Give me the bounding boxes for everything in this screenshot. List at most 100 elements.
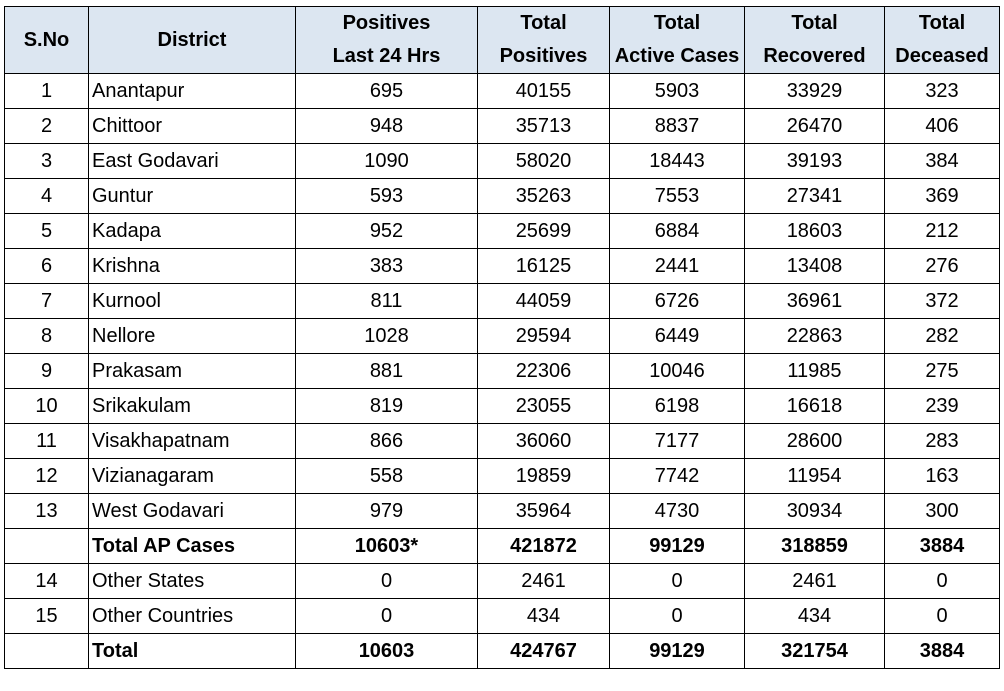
recovered-cell: 434 [744, 598, 885, 634]
active-cases-cell: 2441 [609, 248, 745, 284]
deceased-cell: 0 [884, 598, 1000, 634]
total-positives-cell: 35263 [477, 178, 610, 214]
header-line: Deceased [895, 45, 989, 67]
district-cases-table: S.No District Positives Last 24 Hrs Tota… [4, 6, 1000, 669]
district-cell: Other Countries [88, 598, 296, 634]
recovered-cell: 36961 [744, 283, 885, 319]
header-line: Total [520, 12, 567, 34]
deceased-cell: 372 [884, 283, 1000, 319]
active-cases-cell: 6726 [609, 283, 745, 319]
positives-24h-cell: 1090 [295, 143, 478, 179]
table-row: 2 Chittoor 948 35713 8837 26470 406 [4, 108, 1000, 144]
district-cell: Prakasam [88, 353, 296, 389]
sno-cell: 6 [4, 248, 89, 284]
active-cases-cell: 0 [609, 598, 745, 634]
total-positives-cell: 58020 [477, 143, 610, 179]
table-row: 8 Nellore 1028 29594 6449 22863 282 [4, 318, 1000, 354]
total-positives-cell: 25699 [477, 213, 610, 249]
sno-cell: 2 [4, 108, 89, 144]
active-cases-cell: 6884 [609, 213, 745, 249]
header-row: S.No District Positives Last 24 Hrs Tota… [4, 6, 1000, 74]
total-positives-cell: 23055 [477, 388, 610, 424]
recovered-cell: 16618 [744, 388, 885, 424]
total-positives-cell: 44059 [477, 283, 610, 319]
total-positives-cell: 2461 [477, 563, 610, 599]
active-cases-cell: 99129 [609, 528, 745, 564]
positives-24h-cell: 10603* [295, 528, 478, 564]
recovered-cell: 318859 [744, 528, 885, 564]
total-positives-cell: 29594 [477, 318, 610, 354]
table-row: 7 Kurnool 811 44059 6726 36961 372 [4, 283, 1000, 319]
active-cases-cell: 18443 [609, 143, 745, 179]
active-cases-cell: 99129 [609, 633, 745, 669]
deceased-cell: 0 [884, 563, 1000, 599]
district-cell: Anantapur [88, 73, 296, 109]
district-cell: East Godavari [88, 143, 296, 179]
recovered-cell: 18603 [744, 213, 885, 249]
sno-cell [4, 528, 89, 564]
active-cases-cell: 6198 [609, 388, 745, 424]
positives-24h-cell: 952 [295, 213, 478, 249]
active-cases-cell: 4730 [609, 493, 745, 529]
active-cases-cell: 5903 [609, 73, 745, 109]
table-row: 6 Krishna 383 16125 2441 13408 276 [4, 248, 1000, 284]
positives-24h-cell: 866 [295, 423, 478, 459]
positives-24h-cell: 819 [295, 388, 478, 424]
deceased-cell: 276 [884, 248, 1000, 284]
recovered-cell: 13408 [744, 248, 885, 284]
deceased-cell: 300 [884, 493, 1000, 529]
total-positives-cell: 35964 [477, 493, 610, 529]
recovered-cell: 33929 [744, 73, 885, 109]
header-line: Total [918, 12, 966, 34]
active-cases-cell: 7177 [609, 423, 745, 459]
sno-cell: 4 [4, 178, 89, 214]
deceased-cell: 406 [884, 108, 1000, 144]
sno-cell: 10 [4, 388, 89, 424]
district-cell: Srikakulam [88, 388, 296, 424]
district-cell: Guntur [88, 178, 296, 214]
total-positives-cell: 40155 [477, 73, 610, 109]
district-cell: Kadapa [88, 213, 296, 249]
deceased-cell: 3884 [884, 528, 1000, 564]
positives-24h-cell: 1028 [295, 318, 478, 354]
recovered-cell: 26470 [744, 108, 885, 144]
positives-24h-cell: 383 [295, 248, 478, 284]
recovered-cell: 321754 [744, 633, 885, 669]
total-positives-cell: 36060 [477, 423, 610, 459]
header-line: Total [791, 12, 838, 34]
table-row: 14 Other States 0 2461 0 2461 0 [4, 563, 1000, 599]
recovered-cell: 22863 [744, 318, 885, 354]
active-cases-cell: 10046 [609, 353, 745, 389]
sno-cell: 9 [4, 353, 89, 389]
header-total-recovered: Total Recovered [744, 6, 885, 74]
positives-24h-cell: 948 [295, 108, 478, 144]
recovered-cell: 11954 [744, 458, 885, 494]
sno-cell: 15 [4, 598, 89, 634]
active-cases-cell: 0 [609, 563, 745, 599]
deceased-cell: 163 [884, 458, 1000, 494]
district-cell: Kurnool [88, 283, 296, 319]
total-row: Total 10603 424767 99129 321754 3884 [4, 633, 1000, 669]
header-district: District [88, 6, 296, 74]
sno-cell: 11 [4, 423, 89, 459]
district-cell: Vizianagaram [88, 458, 296, 494]
positives-24h-cell: 0 [295, 598, 478, 634]
header-line: Last 24 Hrs [332, 45, 441, 67]
sno-cell: 3 [4, 143, 89, 179]
recovered-cell: 30934 [744, 493, 885, 529]
header-line: Positives [342, 12, 431, 34]
district-cell: Visakhapatnam [88, 423, 296, 459]
sno-cell: 8 [4, 318, 89, 354]
deceased-cell: 282 [884, 318, 1000, 354]
deceased-cell: 239 [884, 388, 1000, 424]
table-row: 4 Guntur 593 35263 7553 27341 369 [4, 178, 1000, 214]
active-cases-cell: 8837 [609, 108, 745, 144]
total-positives-cell: 22306 [477, 353, 610, 389]
sno-cell: 13 [4, 493, 89, 529]
sno-cell: 7 [4, 283, 89, 319]
active-cases-cell: 7553 [609, 178, 745, 214]
deceased-cell: 275 [884, 353, 1000, 389]
district-cell: Krishna [88, 248, 296, 284]
table-row: 13 West Godavari 979 35964 4730 30934 300 [4, 493, 1000, 529]
deceased-cell: 323 [884, 73, 1000, 109]
